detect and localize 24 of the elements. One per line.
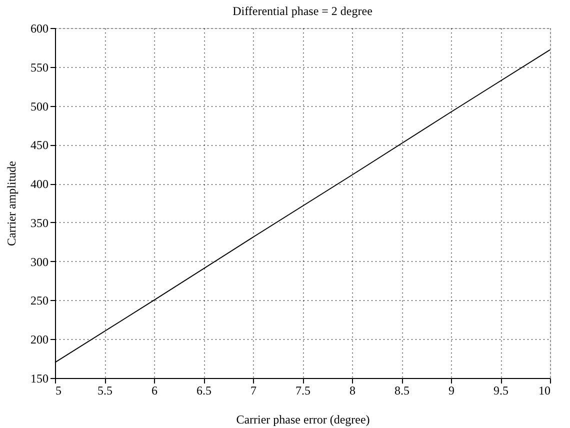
x-tick-label: 6.5 — [196, 384, 212, 398]
x-tick-label: 8 — [350, 384, 356, 398]
y-tick-label: 250 — [30, 294, 48, 308]
chart-title: Differential phase = 2 degree — [232, 4, 372, 18]
x-tick-label: 9.5 — [494, 384, 508, 398]
y-tick-label: 600 — [30, 22, 48, 36]
x-tick-label: 8.5 — [394, 384, 410, 398]
x-tick-label: 9 — [448, 384, 454, 398]
y-axis-title: Carrier amplitude — [4, 161, 18, 246]
y-tick-label: 150 — [30, 372, 48, 386]
y-tick-label: 500 — [30, 99, 48, 114]
y-tick-label: 550 — [30, 60, 48, 74]
x-axis-title: Carrier phase error (degree) — [236, 412, 370, 426]
x-tick-label: 7.5 — [296, 384, 310, 398]
x-tick-label: 7 — [250, 384, 256, 398]
x-tick-label: 6 — [152, 384, 158, 398]
y-tick-label: 300 — [30, 254, 48, 269]
y-tick-label: 350 — [30, 216, 48, 230]
y-tick-label: 200 — [30, 332, 48, 347]
y-tick-label: 400 — [30, 177, 48, 192]
x-tick-label: 5.5 — [98, 384, 112, 398]
x-tick-label: 10 — [538, 384, 550, 398]
y-tick-label: 450 — [30, 138, 48, 152]
x-tick-label: 5 — [56, 384, 62, 398]
